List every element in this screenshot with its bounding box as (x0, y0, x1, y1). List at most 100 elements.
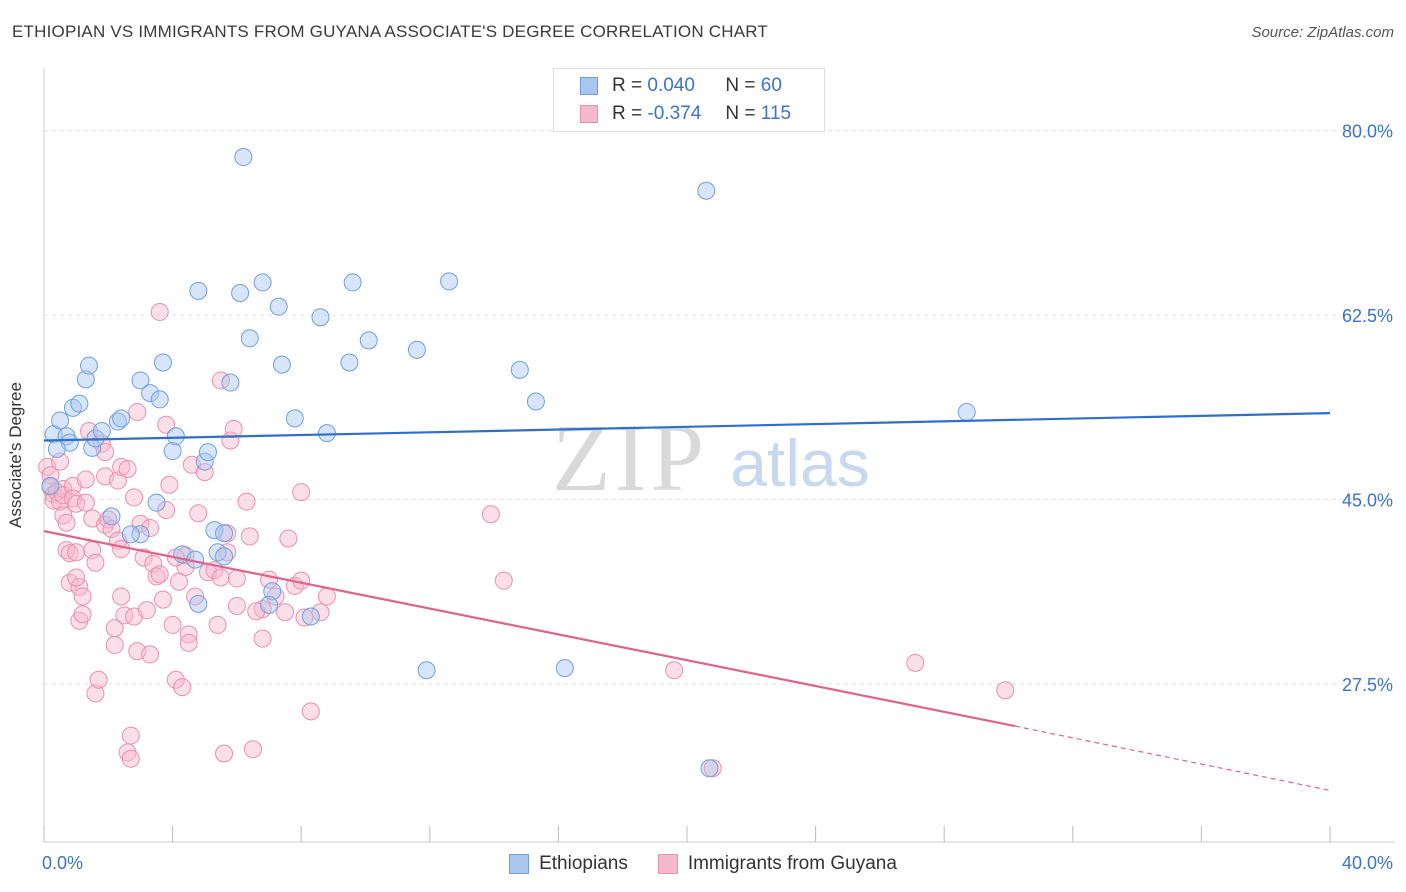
point-ethiopians (189, 281, 208, 300)
point-ethiopians (205, 521, 224, 540)
point-guyana (86, 553, 105, 572)
legend-r-value: -0.374 (647, 103, 702, 124)
y-tick-label: 80.0% (1342, 122, 1393, 142)
point-ethiopians (153, 353, 172, 372)
point-guyana (179, 633, 198, 652)
point-ethiopians (92, 422, 111, 441)
point-guyana (157, 501, 176, 520)
point-ethiopians (343, 273, 362, 292)
point-ethiopians (70, 394, 89, 413)
trendline-guyana (43, 530, 1016, 728)
point-guyana (150, 302, 169, 321)
point-guyana (76, 493, 95, 512)
legend-row-ethiopians: R = 0.040 N = 60 (580, 75, 782, 97)
point-ethiopians (260, 595, 279, 614)
point-ethiopians (147, 493, 166, 512)
point-guyana (163, 615, 182, 634)
y-tick-label: 27.5% (1342, 675, 1393, 695)
point-guyana (73, 605, 92, 624)
y-tick-label: 45.0% (1342, 491, 1393, 511)
point-ethiopians (189, 594, 208, 613)
y-tick-label: 62.5% (1342, 306, 1393, 326)
stats-legend: R = 0.040 N = 60 R = -0.374 N = 115 (553, 68, 825, 132)
point-guyana (243, 740, 262, 759)
point-guyana (317, 587, 336, 606)
point-guyana (102, 520, 121, 539)
point-ethiopians (555, 659, 574, 678)
point-ethiopians (311, 308, 330, 327)
point-ethiopians (526, 392, 545, 411)
point-ethiopians (407, 340, 426, 359)
legend-swatch-blue (509, 854, 530, 874)
point-guyana (141, 645, 160, 664)
legend-item-ethiopians: Ethiopians (509, 852, 628, 876)
point-guyana (76, 470, 95, 489)
legend-r-label: R = (612, 103, 643, 124)
point-guyana (67, 494, 86, 513)
point-guyana (211, 568, 230, 587)
point-ethiopians (957, 403, 976, 422)
point-ethiopians (51, 411, 70, 430)
point-guyana (279, 529, 298, 548)
point-ethiopians (234, 148, 253, 167)
point-guyana (112, 587, 131, 606)
point-ethiopians (221, 373, 240, 392)
x-tick-label: 0.0% (42, 853, 83, 873)
legend-label-ethiopians: Ethiopians (539, 853, 628, 874)
legend-row-guyana: R = -0.374 N = 115 (580, 103, 791, 125)
legend-label-guyana: Immigrants from Guyana (687, 853, 897, 874)
legend-n-value: 115 (760, 103, 792, 124)
point-guyana (253, 629, 272, 648)
point-guyana (195, 463, 214, 482)
point-ethiopians (231, 283, 250, 302)
point-ethiopians (215, 524, 234, 543)
point-ethiopians (263, 582, 282, 601)
legend-item-guyana: Immigrants from Guyana (657, 852, 897, 876)
point-guyana (311, 603, 330, 622)
point-ethiopians (80, 356, 99, 375)
legend-swatch-pink (657, 854, 678, 874)
point-guyana (115, 606, 134, 625)
point-ethiopians (697, 181, 716, 200)
point-ethiopians (47, 439, 66, 458)
point-guyana (227, 596, 246, 615)
point-guyana (105, 635, 124, 654)
point-ethiopians (301, 607, 320, 626)
point-ethiopians (112, 409, 131, 428)
point-guyana (54, 486, 73, 505)
point-ethiopians (131, 371, 150, 390)
point-guyana (906, 653, 925, 672)
point-guyana (121, 726, 140, 745)
point-ethiopians (253, 273, 272, 292)
point-guyana (153, 590, 172, 609)
point-ethiopians (195, 452, 214, 471)
point-guyana (112, 457, 131, 476)
point-ethiopians (198, 443, 217, 462)
point-guyana (99, 510, 118, 529)
point-guyana (137, 601, 156, 620)
point-guyana (73, 587, 92, 606)
point-ethiopians (272, 355, 291, 374)
point-ethiopians (417, 661, 436, 680)
point-ethiopians (269, 297, 288, 316)
point-guyana (108, 471, 127, 490)
point-guyana (67, 568, 86, 587)
point-guyana (70, 577, 89, 596)
point-ethiopians (102, 507, 121, 526)
point-guyana (292, 483, 311, 502)
point-guyana (112, 540, 131, 559)
point-ethiopians (141, 384, 160, 403)
legend-r-value: 0.040 (647, 75, 695, 96)
point-ethiopians (121, 525, 140, 544)
legend-swatch-blue (580, 77, 598, 95)
point-ethiopians (510, 360, 529, 379)
point-guyana (208, 615, 227, 634)
point-guyana (141, 518, 160, 537)
point-ethiopians (163, 442, 182, 461)
point-ethiopians (317, 424, 336, 443)
trendline-ethiopians (43, 412, 1331, 442)
point-guyana (237, 492, 256, 511)
point-guyana (118, 459, 137, 478)
point-ethiopians (700, 759, 719, 778)
point-ethiopians (166, 427, 185, 446)
